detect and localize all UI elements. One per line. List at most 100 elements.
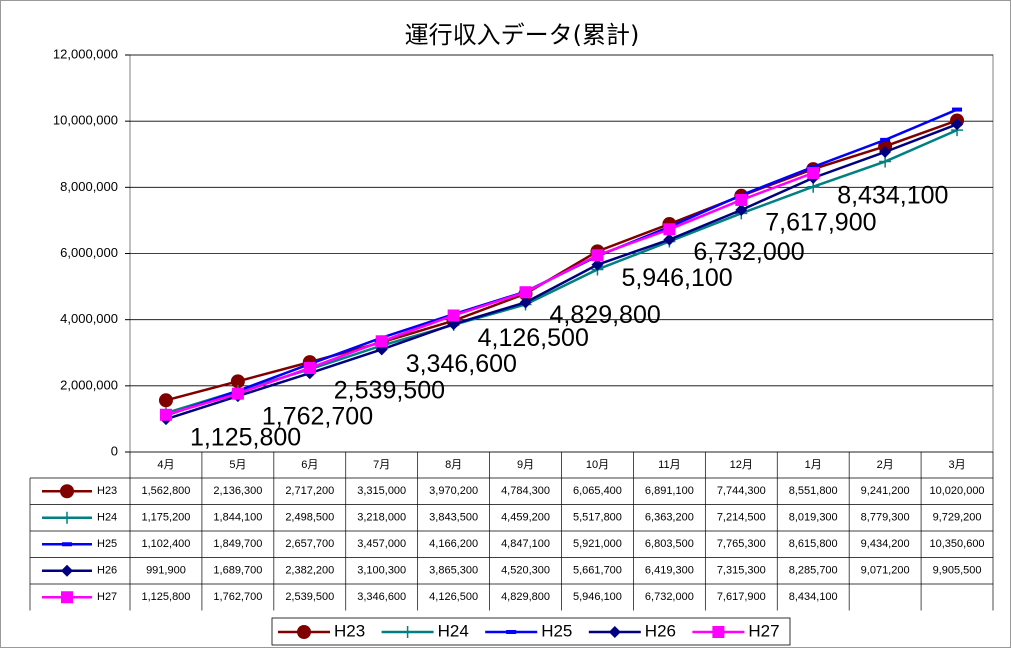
x-tick-label: 5月	[229, 459, 246, 471]
data-label: 8,434,100	[837, 182, 948, 210]
table-cell: 3,218,000	[357, 512, 406, 524]
x-tick-label: 10月	[586, 459, 609, 471]
data-point	[591, 258, 604, 271]
legend-key-marker	[297, 625, 311, 639]
data-point	[519, 296, 532, 309]
table-cell: 1,844,100	[213, 512, 262, 524]
x-tick-label: 9月	[517, 459, 534, 471]
series-line	[165, 171, 814, 416]
table-cell: 7,765,300	[717, 538, 766, 550]
data-point	[663, 233, 676, 246]
data-label: 3,346,600	[406, 350, 517, 378]
table-cell: 3,843,500	[429, 512, 478, 524]
data-point	[231, 387, 244, 400]
legend-label: H24	[438, 621, 469, 640]
legend-key-marker	[401, 626, 414, 638]
table-cell: 6,065,400	[573, 485, 622, 497]
table-cell: 1,762,700	[213, 591, 262, 603]
y-tick-label: 2,000,000	[60, 377, 118, 392]
y-tick-label: 8,000,000	[60, 179, 118, 194]
legend-key-marker	[608, 626, 621, 638]
table-cell: 10,350,600	[930, 538, 985, 550]
legend-key-marker	[712, 626, 725, 638]
table-cell: 4,459,200	[501, 512, 550, 524]
data-point	[880, 137, 891, 142]
x-tick-label: 7月	[373, 459, 390, 471]
legend-key-marker	[60, 484, 74, 499]
y-tick-label: 4,000,000	[60, 311, 118, 326]
table-cell: 3,315,000	[357, 485, 406, 497]
table-cell: 9,434,200	[861, 538, 910, 550]
data-label: 7,617,900	[765, 209, 876, 237]
table-cell: 10,020,000	[930, 485, 985, 497]
table-cell: 5,661,700	[573, 565, 622, 577]
table-cell: 2,382,200	[285, 565, 334, 577]
data-point	[879, 145, 892, 158]
table-cell: 1,689,700	[213, 565, 262, 577]
table-cell: 4,126,500	[429, 591, 478, 603]
table-cell: 8,615,800	[789, 538, 838, 550]
table-row-label: H23	[97, 485, 117, 497]
table-cell: 9,241,200	[861, 485, 910, 497]
table-cell: 2,498,500	[285, 512, 334, 524]
table-cell: 4,784,300	[501, 485, 550, 497]
series-line	[165, 123, 958, 421]
table-cell: 9,729,200	[933, 512, 982, 524]
legend-key-marker	[506, 630, 517, 634]
table-cell: 2,136,300	[213, 485, 262, 497]
x-tick-label: 11月	[658, 459, 680, 471]
legend-key-marker	[61, 591, 73, 604]
table-cell: 6,419,300	[645, 565, 694, 577]
y-tick-label: 12,000,000	[53, 46, 118, 61]
data-label: 5,946,100	[621, 264, 732, 292]
x-tick-label: 2月	[877, 459, 894, 471]
y-tick-label: 0	[111, 443, 118, 458]
table-cell: 1,175,200	[141, 512, 190, 524]
table-cell: 6,732,000	[645, 591, 694, 603]
table-cell: 9,071,200	[861, 565, 910, 577]
table-cell: 1,849,700	[213, 538, 262, 550]
legend-label: H27	[748, 621, 779, 640]
data-point	[303, 361, 316, 374]
y-tick-label: 6,000,000	[60, 245, 118, 260]
data-point	[591, 249, 604, 262]
table-cell: 1,102,400	[141, 538, 190, 550]
table-cell: 4,829,800	[501, 591, 550, 603]
x-tick-label: 8月	[445, 459, 462, 471]
data-point	[663, 223, 676, 236]
chart-title: 運行収入データ(累計)	[405, 21, 640, 49]
table-cell: 1,562,800	[141, 485, 190, 497]
table-cell: 7,315,300	[717, 565, 766, 577]
table-cell: 3,100,300	[357, 565, 406, 577]
table-cell: 3,970,200	[429, 485, 478, 497]
table-cell: 5,946,100	[573, 591, 622, 603]
legend-key-marker	[62, 542, 72, 547]
table-cell: 8,779,300	[861, 512, 910, 524]
data-point	[159, 408, 172, 421]
x-tick-label: 12月	[730, 459, 753, 471]
legend-key-marker	[61, 564, 73, 577]
table-cell: 3,346,600	[357, 591, 406, 603]
table-cell: 8,019,300	[789, 512, 838, 524]
table-cell: 1,125,800	[141, 591, 190, 603]
legend-label: H26	[645, 621, 676, 640]
table-cell: 3,457,000	[357, 538, 406, 550]
legend-label: H25	[541, 621, 572, 640]
table-row-label: H24	[97, 512, 117, 524]
table-cell: 5,921,000	[573, 538, 622, 550]
data-point	[952, 107, 963, 112]
data-label: 6,732,000	[693, 238, 804, 266]
data-label: 4,829,800	[550, 301, 661, 329]
table-cell: 3,865,300	[429, 565, 478, 577]
table-cell: 7,744,300	[717, 485, 766, 497]
table-cell: 991,900	[146, 565, 186, 577]
table-cell: 8,434,100	[789, 591, 838, 603]
table-cell: 5,517,800	[573, 512, 622, 524]
data-label: 2,539,500	[334, 377, 445, 405]
table-cell: 2,539,500	[285, 591, 334, 603]
table-cell: 8,551,800	[789, 485, 838, 497]
table-row-label: H27	[97, 591, 117, 603]
data-point	[375, 335, 388, 348]
x-tick-label: 4月	[157, 459, 174, 471]
